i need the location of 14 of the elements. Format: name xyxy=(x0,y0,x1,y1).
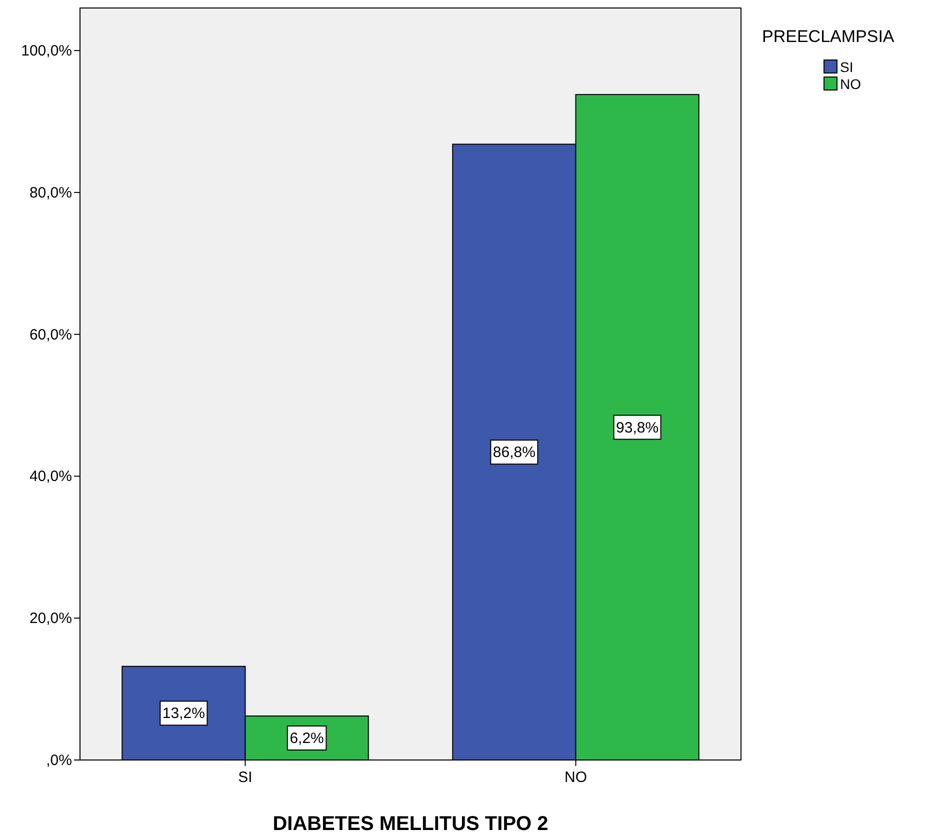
data-label: 86,8% xyxy=(492,444,536,462)
data-label: 6,2% xyxy=(290,730,324,748)
data-label: 93,8% xyxy=(616,419,659,436)
y-tick-label: 40,0% xyxy=(29,468,72,486)
y-tick-label: 60,0% xyxy=(29,326,72,344)
data-label: 13,2% xyxy=(162,705,205,722)
legend-title: PREECLAMPSIA xyxy=(762,27,895,46)
y-tick-label: ,0% xyxy=(46,752,72,769)
y-tick-label: 80,0% xyxy=(29,184,72,202)
y-tick-label: 100,0% xyxy=(21,42,72,60)
x-axis-title: DIABETES MELLITUS TIPO 2 xyxy=(272,813,548,835)
legend-label: NO xyxy=(840,76,862,92)
legend-label: SI xyxy=(840,59,854,75)
y-tick-label: 20,0% xyxy=(29,610,72,628)
